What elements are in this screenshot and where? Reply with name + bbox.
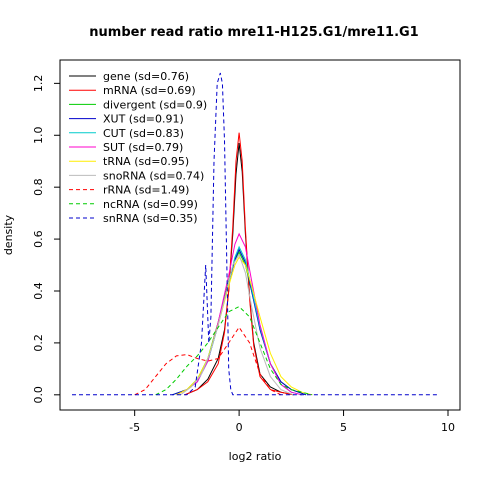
x-axis-label: log2 ratio bbox=[229, 450, 282, 463]
series-line-6 bbox=[176, 256, 313, 396]
chart-title: number read ratio mre11-H125.G1/mre11.G1 bbox=[89, 25, 418, 40]
legend-label: tRNA (sd=0.95) bbox=[103, 155, 189, 168]
y-tick-label: 0.2 bbox=[32, 334, 45, 352]
y-tick-label: 1.2 bbox=[32, 75, 45, 93]
legend-label: snoRNA (sd=0.74) bbox=[103, 169, 204, 182]
y-tick-label: 0.8 bbox=[32, 178, 45, 196]
series-line-4 bbox=[176, 245, 302, 396]
y-tick-label: 0.4 bbox=[32, 282, 45, 300]
x-tick-label: 5 bbox=[340, 421, 347, 434]
series-line-7 bbox=[180, 253, 294, 396]
legend-label: XUT (sd=0.91) bbox=[103, 113, 184, 126]
series-line-0 bbox=[184, 143, 294, 396]
legend-label: mRNA (sd=0.69) bbox=[103, 84, 196, 97]
series-line-9 bbox=[155, 305, 313, 396]
legend-label: snRNA (sd=0.35) bbox=[103, 212, 198, 225]
series-lines bbox=[72, 72, 438, 396]
series-line-2 bbox=[172, 251, 307, 396]
x-tick-label: 10 bbox=[441, 421, 455, 434]
legend-label: SUT (sd=0.79) bbox=[103, 141, 183, 154]
series-line-10 bbox=[72, 72, 438, 396]
y-tick-label: 0.6 bbox=[32, 230, 45, 248]
series-line-3 bbox=[172, 248, 307, 396]
legend-label: divergent (sd=0.9) bbox=[103, 98, 207, 111]
legend-label: gene (sd=0.76) bbox=[103, 70, 189, 83]
legend-label: CUT (sd=0.83) bbox=[103, 127, 184, 140]
x-tick-label: 0 bbox=[236, 421, 243, 434]
y-axis-label: density bbox=[2, 214, 15, 255]
series-line-1 bbox=[184, 132, 294, 396]
x-axis: -5 0 5 10 bbox=[129, 410, 455, 434]
y-axis: 0.0 0.2 0.4 0.6 0.8 1.0 1.2 bbox=[32, 75, 60, 404]
legend: gene (sd=0.76)mRNA (sd=0.69)divergent (s… bbox=[69, 70, 207, 225]
plot-frame bbox=[59, 59, 461, 411]
y-tick-label: 1.0 bbox=[32, 127, 45, 145]
y-tick-label: 0.0 bbox=[32, 386, 45, 404]
legend-label: ncRNA (sd=0.99) bbox=[103, 198, 198, 211]
x-tick-label: -5 bbox=[129, 421, 140, 434]
legend-label: rRNA (sd=1.49) bbox=[103, 184, 189, 197]
